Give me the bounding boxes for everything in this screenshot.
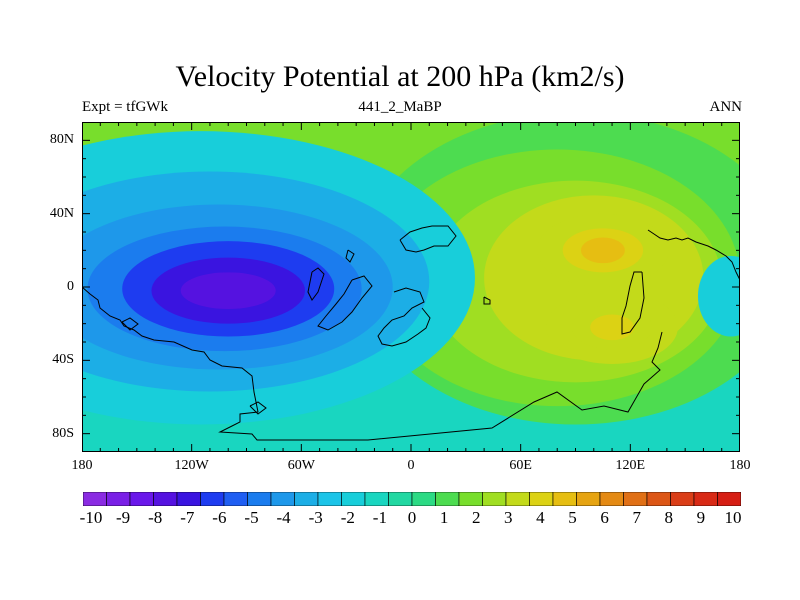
- colorbar-swatch: [693, 492, 718, 506]
- colorbar-label: -2: [340, 508, 355, 527]
- colorbar-label: 5: [568, 508, 577, 527]
- colorbar-swatch: [505, 492, 530, 506]
- y-tick-label: 80N: [49, 132, 74, 148]
- colorbar-label: -6: [212, 508, 227, 527]
- x-tick-label: 60W: [287, 458, 315, 473]
- y-tick-label: 0: [67, 279, 74, 294]
- colorbar-label: 1: [439, 508, 449, 527]
- colorbar-label: -1: [372, 508, 387, 527]
- colorbar-swatch: [576, 492, 601, 506]
- colorbar-swatch: [294, 492, 319, 506]
- colorbar-swatch: [482, 492, 507, 506]
- case-label: 441_2_MaBP: [358, 99, 442, 115]
- colorbar-swatch: [176, 492, 201, 506]
- chart-title: Velocity Potential at 200 hPa (km2/s): [175, 60, 625, 93]
- colorbar-label: 2: [471, 508, 481, 527]
- x-tick-label: 0: [407, 458, 415, 473]
- colorbar-swatch: [623, 492, 648, 506]
- colorbar-swatch: [341, 492, 366, 506]
- colorbar: [83, 492, 741, 506]
- colorbar-swatch: [200, 492, 225, 506]
- y-tick-label: 40N: [49, 205, 74, 221]
- colorbar-label: -8: [148, 508, 163, 527]
- colorbar-swatch: [388, 492, 413, 506]
- colorbar-label: -7: [180, 508, 195, 527]
- colorbar-label: -5: [244, 508, 259, 527]
- colorbar-swatch: [129, 492, 154, 506]
- colorbar-swatch: [458, 492, 483, 506]
- colorbar-label: -3: [308, 508, 323, 527]
- colorbar-swatch: [153, 492, 178, 506]
- season-label: ANN: [709, 99, 743, 115]
- y-tick-label: 80S: [52, 425, 74, 441]
- velocity-potential-map: [82, 122, 740, 452]
- contour-low-core: [180, 272, 276, 309]
- colorbar-swatch: [646, 492, 671, 506]
- colorbar-swatch: [270, 492, 295, 506]
- colorbar-label: 3: [504, 508, 513, 527]
- colorbar-label: 7: [632, 508, 641, 527]
- colorbar-label: 6: [600, 508, 609, 527]
- colorbar-swatch: [83, 492, 107, 506]
- y-tick-label: 40S: [52, 352, 74, 368]
- contour-high-core: [580, 237, 625, 264]
- colorbar-swatch: [599, 492, 624, 506]
- colorbar-swatch: [529, 492, 554, 506]
- colorbar-swatch: [717, 492, 741, 506]
- colorbar-swatch: [106, 492, 131, 506]
- coastline-outline: [82, 225, 740, 441]
- contour-high-core: [590, 314, 634, 341]
- colorbar-label: 9: [696, 508, 706, 527]
- axis-tick-marks: [82, 122, 740, 452]
- x-tick-label: 60E: [509, 458, 532, 473]
- colorbar-swatch: [364, 492, 389, 506]
- colorbar-swatch: [552, 492, 577, 506]
- colorbar-label: 8: [664, 508, 674, 527]
- colorbar-label: 0: [407, 508, 417, 527]
- experiment-label: Expt = tfGWk: [82, 99, 168, 115]
- filled-contours: [82, 122, 740, 425]
- contour-band: [697, 255, 740, 337]
- colorbar-swatch: [670, 492, 695, 506]
- colorbar-swatch: [247, 492, 272, 506]
- x-tick-label: 120W: [174, 458, 209, 473]
- colorbar-swatch: [317, 492, 342, 506]
- x-tick-label: 180: [71, 458, 93, 473]
- colorbar-label: -4: [276, 508, 291, 527]
- x-tick-label: 120E: [615, 458, 646, 473]
- x-tick-label: 180: [729, 458, 751, 473]
- colorbar-label: 10: [724, 508, 742, 527]
- colorbar-swatch: [411, 492, 436, 506]
- colorbar-swatch: [435, 492, 460, 506]
- colorbar-label: -10: [79, 508, 103, 527]
- colorbar-label: -9: [116, 508, 131, 527]
- colorbar-label: 4: [536, 508, 545, 527]
- colorbar-swatch: [223, 492, 248, 506]
